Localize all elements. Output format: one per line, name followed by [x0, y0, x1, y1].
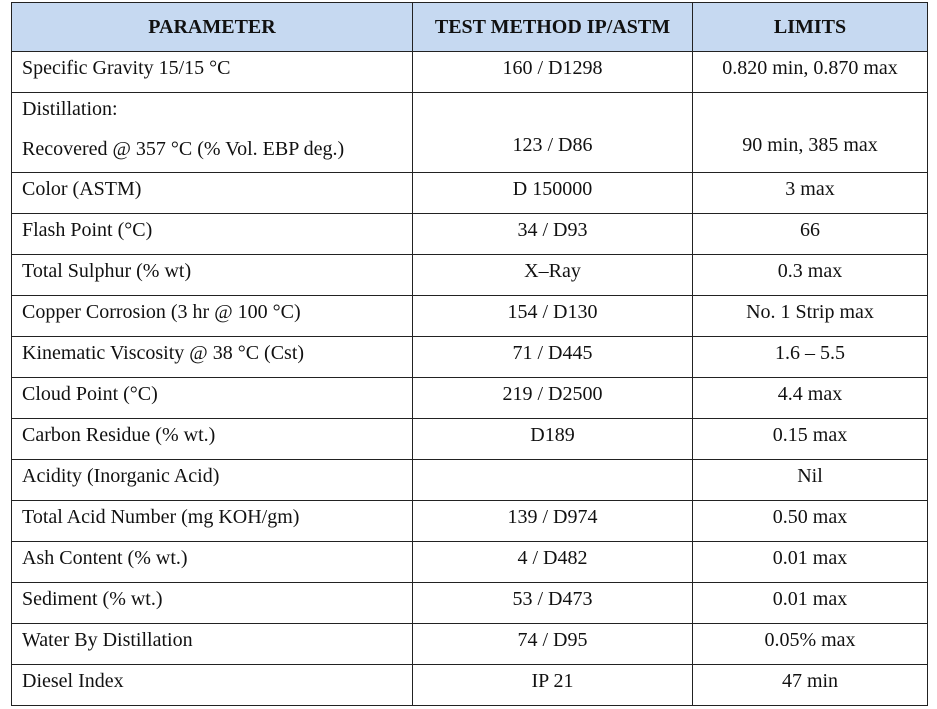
parameter-text: Copper Corrosion (3 hr @ 100 °C) — [22, 301, 301, 323]
parameter-cell: Specific Gravity 15/15 °C — [11, 51, 413, 93]
limits-cell: Nil — [692, 459, 928, 501]
method-cell: 154 / D130 — [412, 295, 693, 337]
method-cell: 160 / D1298 — [412, 51, 693, 93]
limits-cell: No. 1 Strip max — [692, 295, 928, 337]
parameter-cell: Total Acid Number (mg KOH/gm) — [11, 500, 413, 542]
method-cell: 219 / D2500 — [412, 377, 693, 419]
method-cell: D189 — [412, 418, 693, 460]
limits-cell: 47 min — [692, 664, 928, 706]
method-cell: 4 / D482 — [412, 541, 693, 583]
parameter-text: Flash Point (°C) — [22, 219, 153, 241]
parameter-cell: Cloud Point (°C) — [11, 377, 413, 419]
parameter-text: Total Sulphur (% wt) — [22, 260, 192, 282]
parameter-cell: Sediment (% wt.) — [11, 582, 413, 624]
limits-cell: 0.01 max — [692, 582, 928, 624]
method-cell: 71 / D445 — [412, 336, 693, 378]
table-row: Specific Gravity 15/15 °C 160 / D1298 0.82… — [11, 51, 928, 93]
parameter-cell: Copper Corrosion (3 hr @ 100 °C) — [11, 295, 413, 337]
table-row: Carbon Residue (% wt.) D189 0.15 max — [11, 418, 928, 460]
method-cell: X–Ray — [412, 254, 693, 296]
header-row: PARAMETER TEST METHOD IP/ASTM LIMITS — [11, 2, 928, 52]
method-cell: 34 / D93 — [412, 213, 693, 255]
method-cell — [412, 459, 693, 501]
parameter-text: Ash Content (% wt.) — [22, 547, 188, 569]
table-row: Ash Content (% wt.) 4 / D482 0.01 max — [11, 541, 928, 583]
method-cell: 74 / D95 — [412, 623, 693, 665]
table-row: Kinematic Viscosity @ 38 °C (Cst) 71 / D4… — [11, 336, 928, 378]
table-row: Total Sulphur (% wt) X–Ray 0.3 max — [11, 254, 928, 296]
limits-cell: 90 min, 385 max — [692, 92, 928, 173]
table-row: Acidity (Inorganic Acid) Nil — [11, 459, 928, 501]
limits-cell: 1.6 – 5.5 — [692, 336, 928, 378]
limits-cell: 0.15 max — [692, 418, 928, 460]
table-row: Cloud Point (°C) 219 / D2500 4.4 max — [11, 377, 928, 419]
limits-cell: 0.820 min, 0.870 max — [692, 51, 928, 93]
spec-table: PARAMETER TEST METHOD IP/ASTM LIMITS Spe… — [11, 2, 928, 706]
method-cell: IP 21 — [412, 664, 693, 706]
limits-cell: 0.3 max — [692, 254, 928, 296]
parameter-text: Acidity (Inorganic Acid) — [22, 465, 220, 487]
parameter-text: Carbon Residue (% wt.) — [22, 424, 216, 446]
parameter-cell: Distillation: Recovered @ 357 °C (% Vol. … — [11, 92, 413, 173]
parameter-cell: Color (ASTM) — [11, 172, 413, 214]
parameter-cell: Water By Distillation — [11, 623, 413, 665]
parameter-cell: Total Sulphur (% wt) — [11, 254, 413, 296]
table-row: Diesel Index IP 21 47 min — [11, 664, 928, 706]
table-body: Specific Gravity 15/15 °C 160 / D1298 0.82… — [11, 51, 928, 706]
table-row: Sediment (% wt.) 53 / D473 0.01 max — [11, 582, 928, 624]
parameter-text: Specific Gravity 15/15 °C — [22, 57, 231, 79]
limits-cell: 0.01 max — [692, 541, 928, 583]
parameter-text: Water By Distillation — [22, 629, 193, 651]
limits-cell: 3 max — [692, 172, 928, 214]
table-row: Flash Point (°C) 34 / D93 66 — [11, 213, 928, 255]
parameter-text: Color (ASTM) — [22, 178, 142, 200]
table-row: Distillation: Recovered @ 357 °C (% Vol. … — [11, 92, 928, 173]
parameter-text: Total Acid Number (mg KOH/gm) — [22, 506, 300, 528]
parameter-cell: Diesel Index — [11, 664, 413, 706]
limits-cell: 0.50 max — [692, 500, 928, 542]
parameter-text: Distillation: — [22, 98, 118, 120]
method-cell: 123 / D86 — [412, 92, 693, 173]
parameter-text: Recovered @ 357 °C (% Vol. EBP deg.) — [22, 138, 345, 160]
header-cell: TEST METHOD IP/ASTM — [412, 2, 693, 52]
limits-cell: 4.4 max — [692, 377, 928, 419]
parameter-cell: Ash Content (% wt.) — [11, 541, 413, 583]
method-cell: D 150000 — [412, 172, 693, 214]
limits-cell: 0.05% max — [692, 623, 928, 665]
table-row: Water By Distillation 74 / D95 0.05% max — [11, 623, 928, 665]
table-row: Copper Corrosion (3 hr @ 100 °C) 154 / D1… — [11, 295, 928, 337]
parameter-cell: Carbon Residue (% wt.) — [11, 418, 413, 460]
table-row: Total Acid Number (mg KOH/gm) 139 / D974 0… — [11, 500, 928, 542]
method-cell: 139 / D974 — [412, 500, 693, 542]
header-cell: LIMITS — [692, 2, 928, 52]
parameter-cell: Acidity (Inorganic Acid) — [11, 459, 413, 501]
table-row: Color (ASTM) D 150000 3 max — [11, 172, 928, 214]
parameter-text: Cloud Point (°C) — [22, 383, 158, 405]
limits-cell: 66 — [692, 213, 928, 255]
header-cell: PARAMETER — [11, 2, 413, 52]
parameter-text: Kinematic Viscosity @ 38 °C (Cst) — [22, 342, 305, 364]
method-cell: 53 / D473 — [412, 582, 693, 624]
parameter-cell: Flash Point (°C) — [11, 213, 413, 255]
parameter-text: Diesel Index — [22, 670, 124, 692]
parameter-cell: Kinematic Viscosity @ 38 °C (Cst) — [11, 336, 413, 378]
parameter-text: Sediment (% wt.) — [22, 588, 163, 610]
